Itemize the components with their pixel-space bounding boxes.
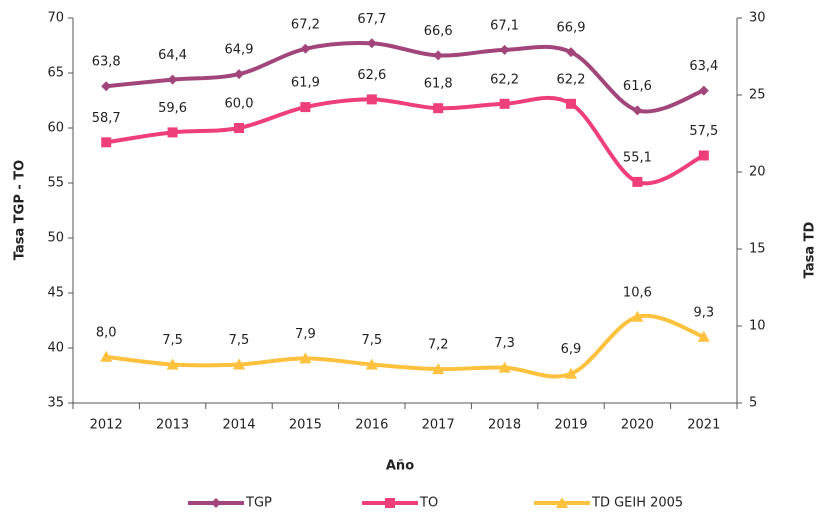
x-tick-label: 2019	[554, 418, 587, 433]
data-label: 64,4	[158, 48, 187, 63]
marker	[433, 50, 444, 61]
y-tick-label: 55	[47, 176, 64, 191]
series-line	[106, 40, 705, 114]
x-tick-label: 2021	[687, 418, 720, 433]
marker	[366, 94, 377, 105]
data-label: 67,7	[357, 12, 386, 27]
marker	[100, 350, 113, 362]
data-label: 7,2	[428, 338, 449, 353]
data-label: 64,9	[225, 43, 254, 58]
data-label: 66,6	[424, 24, 453, 39]
y-tick-label: 50	[47, 231, 64, 246]
data-label: 60,0	[225, 97, 254, 112]
data-label: 7,3	[494, 336, 515, 351]
series-line	[105, 95, 705, 186]
marker	[566, 47, 576, 58]
legend-label: TD GEIH 2005	[591, 496, 683, 511]
data-label: 63,8	[92, 55, 121, 70]
y2-tick-label: 30	[749, 11, 766, 26]
marker	[366, 38, 377, 49]
data-label: 58,7	[92, 111, 121, 126]
x-tick-label: 2015	[289, 418, 322, 433]
marker	[101, 137, 112, 148]
data-label: 62,6	[357, 68, 386, 83]
marker	[167, 127, 178, 138]
data-label: 55,1	[623, 150, 652, 165]
y-tick-label: 70	[47, 11, 64, 26]
y2-axis-title: Tasa TD	[803, 221, 818, 278]
marker	[499, 44, 510, 55]
data-label: 7,5	[229, 333, 250, 348]
data-label: 7,9	[295, 327, 316, 342]
marker	[385, 498, 395, 508]
data-label: 62,2	[490, 72, 519, 87]
y-tick-label: 65	[47, 66, 64, 81]
data-label: 59,6	[158, 101, 187, 116]
y-axis-title: Tasa TGP - TO	[13, 160, 28, 260]
y2-tick-label: 25	[749, 88, 766, 103]
data-label: 62,2	[557, 72, 586, 87]
marker	[300, 43, 311, 54]
y2-tick-label: 15	[749, 242, 766, 257]
y-tick-label: 40	[47, 341, 64, 356]
x-tick-label: 2016	[355, 418, 388, 433]
data-label: 7,5	[162, 333, 183, 348]
x-axis-title: Año	[386, 459, 414, 474]
y2-tick-label: 5	[749, 396, 757, 411]
x-tick-label: 2018	[488, 418, 521, 433]
y-tick-label: 35	[47, 396, 64, 411]
series-line	[105, 313, 705, 379]
data-label: 61,9	[291, 76, 320, 91]
marker	[566, 98, 576, 109]
marker	[101, 81, 112, 92]
data-label: 7,5	[361, 333, 382, 348]
y-tick-label: 45	[47, 286, 64, 301]
data-label: 67,1	[490, 18, 519, 33]
marker	[300, 102, 311, 113]
marker	[632, 176, 643, 187]
marker	[234, 69, 244, 80]
marker	[631, 310, 644, 322]
marker	[556, 497, 568, 508]
data-label: 61,8	[424, 77, 453, 92]
marker	[697, 330, 710, 342]
data-label: 57,5	[689, 124, 718, 139]
marker	[432, 363, 445, 375]
x-tick-label: 2012	[90, 418, 123, 433]
x-tick-label: 2013	[156, 418, 189, 433]
data-label: 10,6	[623, 285, 652, 300]
data-label: 6,9	[561, 342, 582, 357]
data-label: 66,9	[557, 21, 586, 36]
y2-tick-label: 10	[749, 319, 766, 334]
y-tick-label: 60	[47, 121, 64, 136]
x-tick-label: 2020	[621, 418, 654, 433]
marker	[698, 85, 709, 96]
marker	[365, 358, 378, 370]
data-label: 8,0	[96, 325, 117, 340]
data-label: 63,4	[689, 59, 718, 74]
marker	[499, 98, 510, 109]
marker	[167, 74, 178, 85]
data-label: 61,6	[623, 79, 652, 94]
marker	[498, 361, 511, 373]
legend-label: TO	[419, 496, 438, 511]
x-tick-label: 2017	[422, 418, 455, 433]
marker	[433, 103, 444, 114]
marker	[166, 358, 179, 370]
marker	[698, 150, 709, 161]
marker	[299, 352, 312, 364]
marker	[565, 367, 577, 379]
marker	[632, 105, 643, 116]
marker	[211, 498, 221, 508]
data-label: 67,2	[291, 17, 320, 32]
marker	[234, 123, 244, 133]
x-tick-label: 2014	[222, 418, 255, 433]
data-label: 9,3	[693, 305, 714, 320]
marker	[233, 358, 245, 370]
legend-label: TGP	[245, 496, 272, 511]
y2-tick-label: 20	[749, 165, 766, 180]
